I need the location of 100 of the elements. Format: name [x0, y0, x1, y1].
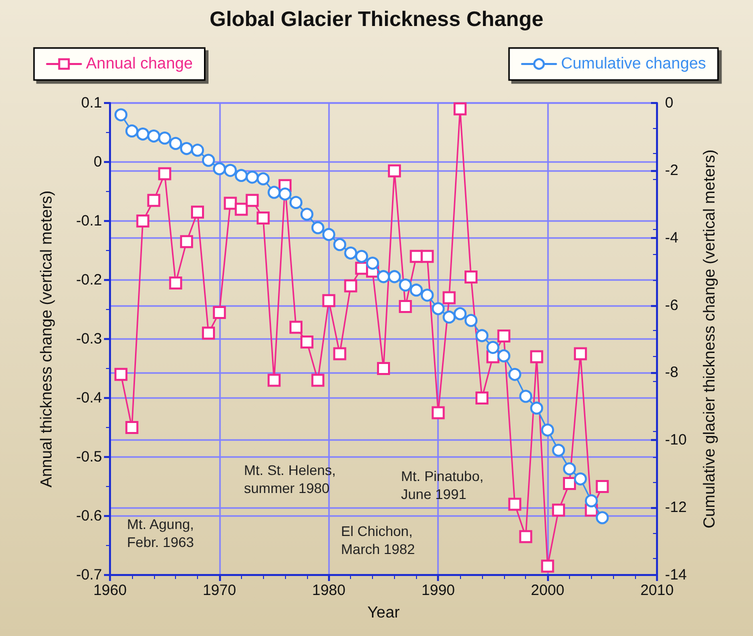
x-tick-label: 1980 [312, 582, 346, 599]
point [147, 194, 160, 207]
y2-tick-label: -2 [665, 162, 678, 179]
point [180, 142, 194, 156]
point [344, 246, 358, 260]
point [224, 196, 237, 210]
y-tick-label: -0.7 [76, 566, 102, 584]
point [377, 270, 390, 284]
point [180, 235, 194, 248]
point [398, 300, 412, 314]
point [333, 347, 346, 360]
point [311, 221, 324, 234]
point [574, 347, 587, 360]
x-tick-label: 1990 [422, 582, 455, 599]
point [596, 511, 609, 524]
point [212, 306, 226, 319]
point [125, 124, 138, 138]
y2-axis-title: Cumulative glacier thickness change (vertical meters) [702, 150, 718, 528]
point [410, 284, 423, 297]
point [355, 250, 368, 263]
point [454, 102, 467, 116]
y2-tick-label: -14 [665, 566, 687, 584]
point [486, 340, 500, 354]
x-tick-label: 1970 [202, 582, 236, 599]
legend-label: Annual change [86, 56, 193, 72]
point [432, 406, 445, 420]
y-tick-label: 0.1 [81, 94, 102, 112]
point [519, 390, 532, 403]
y-tick-label: -0.4 [76, 390, 102, 406]
point [497, 330, 510, 343]
point [508, 498, 522, 511]
point [552, 504, 566, 517]
point [256, 212, 270, 225]
point [191, 206, 204, 219]
annotation: Mt. Agung, Febr. 1963 [127, 516, 194, 550]
point [541, 560, 554, 573]
legend-label: Cumulative changes [561, 56, 706, 72]
point [464, 314, 478, 327]
point [377, 362, 390, 375]
point [147, 130, 160, 143]
point [136, 128, 150, 141]
point [508, 368, 522, 381]
point [552, 444, 566, 457]
point [311, 374, 324, 387]
x-tick-label: 2010 [640, 582, 674, 599]
point [202, 154, 215, 167]
point [442, 291, 456, 304]
point [256, 172, 270, 186]
point [191, 144, 204, 157]
point [234, 168, 248, 182]
point [212, 162, 226, 176]
point [530, 402, 544, 415]
point [398, 278, 412, 292]
point [442, 310, 456, 324]
point [497, 349, 510, 362]
annotation: El Chichon, March 1982 [341, 523, 416, 557]
point [169, 136, 182, 150]
chart-title: Global Glacier Thickness Change [210, 8, 544, 31]
point [574, 472, 587, 486]
point [246, 170, 259, 184]
point [475, 329, 488, 342]
point [246, 194, 259, 207]
y-axis-title: Annual thickness change (vertical meters) [38, 190, 56, 488]
point [562, 462, 576, 476]
point [541, 424, 554, 437]
x-tick-label: 2000 [530, 582, 564, 599]
point [596, 480, 609, 493]
point [300, 335, 314, 348]
point [464, 270, 478, 284]
point [530, 350, 544, 364]
y-tick-label: -0.3 [76, 330, 102, 348]
point [562, 477, 576, 490]
x-axis-title: Year [367, 604, 400, 622]
y2-tick-label: -6 [665, 296, 678, 314]
point [584, 494, 598, 508]
y2-tick-label: -4 [665, 229, 678, 246]
x-tick-label: 1960 [93, 582, 127, 599]
point [420, 250, 434, 263]
point [454, 307, 467, 320]
point [224, 164, 237, 177]
annotation: Mt. Pinatubo, June 1991 [401, 468, 484, 502]
annotation: Mt. St. Helens, summer 1980 [244, 462, 336, 496]
point [268, 374, 281, 387]
point [268, 186, 281, 199]
y2-tick-label: -8 [665, 364, 678, 382]
y-tick-label: -0.1 [76, 212, 102, 230]
point [388, 270, 401, 284]
point [420, 288, 434, 302]
point [136, 214, 150, 228]
y2-tick-label: 0 [665, 94, 674, 112]
point [388, 164, 401, 178]
point [289, 196, 302, 209]
y-tick-label: 0 [94, 154, 102, 170]
point [300, 208, 314, 221]
point [169, 276, 182, 290]
point [158, 132, 172, 145]
point [202, 326, 215, 340]
point [344, 279, 358, 292]
point [475, 392, 488, 404]
point [519, 530, 532, 544]
